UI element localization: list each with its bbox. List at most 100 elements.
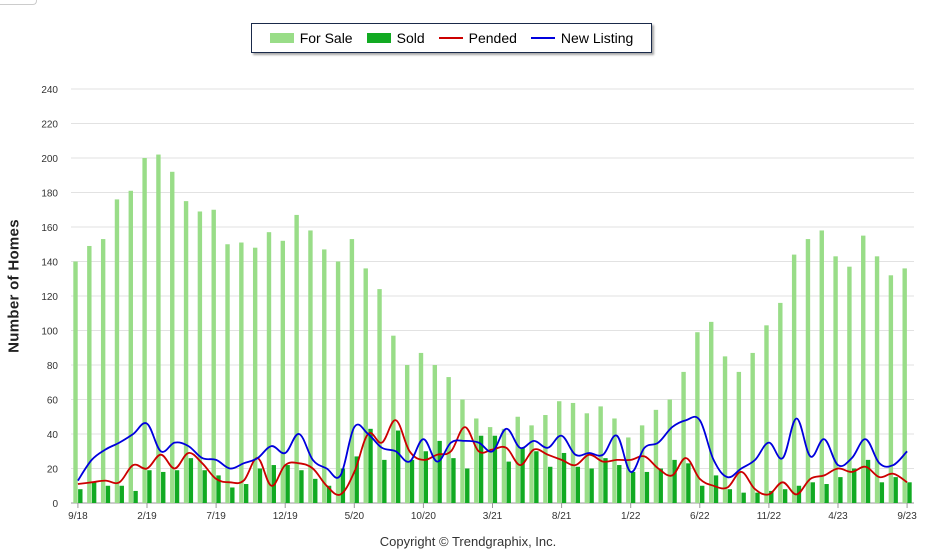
sold-bar: [755, 492, 760, 503]
sold-bar: [713, 475, 719, 503]
for-sale-bar: [349, 239, 355, 503]
for-sale-bar: [778, 302, 783, 503]
x-tick-label: 5/20: [345, 511, 365, 522]
sold-bar: [741, 492, 746, 503]
sold-bar: [105, 485, 111, 503]
for-sale-bar: [750, 352, 755, 503]
for-sale-bar: [100, 239, 106, 503]
sold-bar: [534, 451, 539, 503]
for-sale-bar: [432, 365, 438, 503]
legend-item-for-sale: For Sale: [269, 30, 353, 46]
x-tick-label: 10/20: [411, 511, 436, 522]
for-sale-bar: [861, 235, 866, 503]
y-tick-label: 140: [41, 258, 58, 269]
for-sale-bar: [156, 154, 161, 504]
y-tick-label: 0: [52, 499, 58, 510]
for-sale-bar: [170, 171, 175, 504]
x-tick-label: 1/22: [621, 511, 641, 522]
x-tick-label: 11/22: [757, 511, 782, 522]
legend-label-new-listing: New Listing: [560, 30, 634, 46]
sold-bar: [547, 466, 553, 503]
sold-bar: [91, 482, 97, 503]
y-tick-label: 240: [41, 85, 58, 96]
sold-bar: [520, 447, 525, 503]
for-sale-bar: [902, 268, 907, 503]
sold-bar: [423, 451, 429, 503]
y-tick-label: 60: [47, 396, 59, 407]
sold-bar: [686, 463, 691, 503]
x-tick-label: 3/21: [483, 511, 503, 522]
for-sale-bar: [584, 413, 590, 503]
for-sale-bar: [391, 335, 396, 503]
for-sale-bar: [211, 209, 216, 503]
sold-bar: [409, 459, 415, 503]
sold-bar: [257, 468, 263, 503]
for-sale-bar: [73, 261, 78, 503]
legend-label-for-sale: For Sale: [299, 30, 353, 46]
sold-bar: [658, 468, 663, 503]
sold-bar: [824, 484, 829, 503]
sold-bar: [893, 477, 898, 503]
for-sale-bar: [709, 321, 714, 503]
for-sale-bar: [487, 427, 493, 503]
sold-bar: [382, 459, 387, 503]
y-tick-label: 80: [47, 361, 59, 372]
for-sale-bar: [543, 415, 548, 503]
for-sale-bar: [335, 261, 341, 503]
y-tick-label: 220: [41, 120, 58, 131]
for-sale-bar: [87, 245, 92, 503]
for-sale-bar: [874, 256, 880, 503]
sold-bar: [243, 484, 249, 503]
sold-bar: [589, 468, 594, 503]
sold-bar: [313, 478, 318, 503]
for-sale-bar: [653, 409, 659, 503]
x-tick-label: 4/23: [828, 511, 848, 522]
sold-bar: [465, 468, 470, 503]
for-sale-bar: [460, 399, 465, 503]
sold-bar: [603, 458, 608, 503]
y-tick-label: 160: [41, 223, 58, 234]
legend-label-sold: Sold: [396, 30, 425, 46]
sold-bar: [147, 470, 152, 503]
sold-bar: [326, 485, 332, 503]
sold-bar: [354, 456, 359, 503]
sold-bar: [478, 435, 484, 503]
for-sale-bar: [639, 425, 645, 503]
for-sale-bar: [322, 249, 327, 503]
sold-bar: [492, 435, 498, 503]
sold-bar: [285, 465, 290, 503]
for-sale-bar: [667, 399, 672, 503]
sold-bar: [630, 471, 636, 503]
legend-swatch-pended: [438, 37, 463, 39]
legend-item-new-listing: New Listing: [530, 30, 634, 46]
sold-bar: [188, 458, 194, 503]
y-tick-label: 200: [41, 154, 58, 165]
for-sale-bar: [128, 190, 133, 503]
sold-bar: [575, 466, 581, 503]
sold-bar: [769, 490, 774, 503]
sold-bar: [202, 470, 207, 503]
for-sale-bar: [239, 242, 244, 503]
y-tick-label: 100: [41, 327, 58, 338]
legend-item-sold: Sold: [366, 30, 425, 46]
for-sale-bar: [363, 268, 368, 503]
legend: For Sale Sold Pended New Listing: [251, 23, 652, 53]
for-sale-bar: [819, 230, 824, 503]
sold-bar: [852, 468, 857, 503]
for-sale-bar: [501, 428, 507, 503]
x-tick-label: 2/19: [137, 511, 157, 522]
y-tick-label: 40: [47, 430, 59, 441]
sold-bar: [617, 465, 622, 503]
x-tick-label: 9/18: [68, 511, 88, 522]
y-tick-label: 120: [41, 292, 58, 303]
y-axis-title: Number of Homes: [5, 219, 23, 353]
sold-bar: [299, 470, 304, 503]
for-sale-bar: [833, 256, 838, 503]
for-sale-bar: [764, 325, 769, 503]
for-sale-bar: [791, 254, 797, 503]
for-sale-bar: [888, 275, 894, 503]
y-tick-label: 180: [41, 189, 58, 200]
window-corner-tab: [0, 0, 37, 5]
for-sale-bar: [418, 352, 424, 503]
for-sale-bar: [556, 401, 562, 503]
